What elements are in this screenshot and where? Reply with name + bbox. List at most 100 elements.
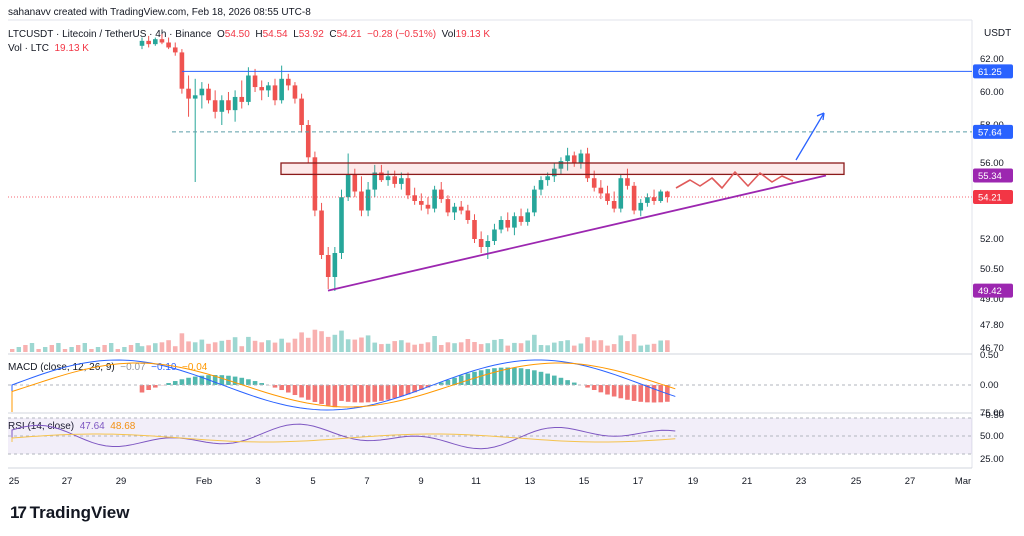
- volume-bar: [226, 339, 231, 352]
- volume-bar: [598, 340, 604, 352]
- candle-body: [352, 174, 358, 192]
- volume-bar: [438, 345, 444, 352]
- breakout-arrow: [795, 112, 825, 161]
- volume-bar: [139, 346, 145, 352]
- candle-body: [605, 193, 610, 201]
- volume-bar: [292, 338, 298, 352]
- candle-body: [611, 201, 617, 209]
- pane-frames: [8, 19, 973, 469]
- macd-bar: [325, 385, 331, 406]
- volume-bar: [518, 343, 524, 352]
- volume-bar: [122, 347, 127, 352]
- volume-bar: [219, 340, 225, 352]
- macd-bar: [345, 385, 351, 402]
- volume-bar: [109, 343, 114, 352]
- high-value: 54.54: [262, 29, 288, 40]
- candle-body: [186, 88, 191, 99]
- candle-body: [319, 210, 324, 255]
- volume-bar: [359, 337, 364, 352]
- volume-bar: [89, 349, 94, 352]
- candle-body: [412, 195, 417, 201]
- candle-body: [379, 172, 384, 181]
- volume-bar: [558, 341, 564, 352]
- macd-bar: [292, 385, 298, 396]
- macd-bar: [186, 377, 191, 385]
- volume-legend[interactable]: Vol · LTC 19.13 K: [8, 43, 89, 54]
- volume-bar: [332, 334, 338, 352]
- x-tick-label: 11: [471, 476, 481, 487]
- macd-bar: [199, 375, 205, 385]
- candle-body: [259, 87, 264, 91]
- candle-body: [591, 178, 597, 188]
- volume-bar: [339, 330, 344, 352]
- price-tag: [973, 64, 1013, 79]
- candle-body: [359, 191, 364, 211]
- volume-bar: [23, 345, 28, 352]
- volume-bar: [419, 343, 424, 352]
- volume-bar: [266, 340, 271, 352]
- volume-bar: [452, 343, 457, 352]
- price-tag: [973, 283, 1013, 298]
- macd-legend[interactable]: MACD (close, 12, 26, 9) −0.07 −0.10 −0.0…: [8, 362, 207, 373]
- volume-bar: [505, 345, 511, 352]
- macd-bar: [319, 385, 324, 404]
- volume-bar: [392, 341, 397, 352]
- price-tag-label: 55.34: [978, 171, 1002, 182]
- volume-bar: [43, 347, 48, 352]
- macd-bar: [505, 367, 511, 385]
- rsi-legend[interactable]: RSI (14, close) 47.64 48.68: [8, 421, 135, 432]
- candle-body: [325, 255, 331, 277]
- macd-bar: [139, 385, 145, 393]
- candle-body: [658, 191, 663, 201]
- macd-bar: [419, 385, 424, 390]
- volume-bar: [102, 345, 107, 352]
- volume-bar: [472, 342, 477, 352]
- candle-body: [385, 176, 391, 181]
- symbol-legend[interactable]: LTCUSDT · Litecoin / TetherUS · 4h · Bin…: [8, 29, 490, 40]
- volume-bar: [232, 337, 238, 352]
- macd-bar: [538, 371, 544, 385]
- volume-bar: [10, 349, 15, 352]
- volume-bar: [372, 342, 378, 352]
- volume-bar: [299, 332, 304, 352]
- volume-bar: [618, 335, 624, 352]
- candle-body: [505, 220, 511, 228]
- volume-bar: [212, 342, 218, 352]
- volume-bar: [412, 344, 417, 352]
- candle-body: [565, 155, 570, 162]
- low-value: 53.92: [298, 29, 324, 40]
- volume-bar: [62, 349, 68, 352]
- volume-bar: [492, 339, 497, 352]
- volume-bar: [399, 340, 404, 352]
- macd-bar: [146, 385, 151, 391]
- candle-body: [212, 100, 218, 112]
- macd-bar: [352, 385, 358, 403]
- price-tag-label: 49.42: [978, 286, 1002, 297]
- macd-bar: [518, 368, 524, 385]
- macd-bar: [425, 385, 431, 388]
- macd-bar: [545, 373, 550, 385]
- candle-body: [492, 229, 497, 241]
- rsi-legend-label: RSI (14, close): [8, 421, 74, 432]
- high-label: H: [255, 29, 263, 40]
- x-tick-label: 27: [905, 476, 916, 487]
- volume-bar: [179, 333, 185, 352]
- macd-tick-label: 0.50: [980, 350, 999, 361]
- price-tag: [973, 168, 1013, 183]
- candle-body: [286, 78, 291, 86]
- currency-label: USDT: [984, 28, 1012, 39]
- breakout-arrowhead: [816, 112, 825, 121]
- close-label: C: [329, 29, 337, 40]
- volume-bar: [545, 345, 550, 352]
- candle-body: [458, 206, 464, 211]
- volume-legend-label: Vol · LTC: [8, 43, 49, 54]
- volume-bar: [246, 336, 251, 352]
- candle-body: [172, 47, 178, 53]
- price-tick-label: 47.80: [980, 320, 1004, 331]
- volume-bar: [425, 342, 431, 352]
- macd-bar: [565, 380, 570, 385]
- volume-bar: [525, 340, 530, 352]
- volume-bar: [166, 340, 171, 352]
- candle-body: [166, 42, 171, 48]
